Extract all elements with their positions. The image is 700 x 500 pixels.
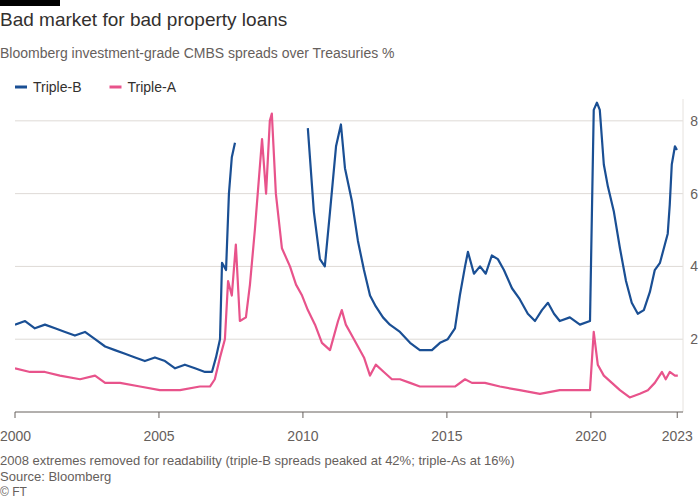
x-tick-label: 2005 [143, 428, 174, 444]
y-tick-label: 4 [690, 258, 698, 274]
subtitle: Bloomberg investment-grade CMBS spreads … [0, 45, 395, 61]
background [0, 0, 700, 500]
legend-swatch [15, 86, 27, 89]
y-tick-label: 8 [690, 113, 698, 129]
y-axis-line [683, 99, 684, 412]
legend-label: Triple-B [33, 79, 82, 95]
y-tick-label: 6 [690, 186, 698, 202]
brand-bar [0, 0, 60, 6]
x-tick [302, 412, 303, 418]
legend-item: Triple-B [15, 79, 82, 95]
x-tick-label: 2015 [431, 428, 462, 444]
x-tick-label: 2020 [575, 428, 606, 444]
source: Source: Bloomberg [0, 469, 111, 484]
x-tick-label: 2000 [0, 428, 31, 444]
x-tick-label: 2010 [287, 428, 318, 444]
y-tick-label: 2 [690, 331, 698, 347]
grid-line [15, 193, 683, 194]
legend-label: Triple-A [128, 79, 177, 95]
x-tick [590, 412, 591, 418]
grid-line [15, 120, 683, 121]
series-line [15, 114, 678, 398]
credit: © FT [0, 485, 28, 499]
note: 2008 extremes removed for readability (t… [0, 453, 514, 468]
x-tick-label: 2023 [662, 428, 693, 444]
x-tick [446, 412, 447, 418]
x-tick [15, 412, 16, 418]
chart: Bad market for bad property loans Bloombe… [0, 0, 700, 500]
legend-item: Triple-A [110, 79, 177, 95]
series-group [15, 103, 678, 398]
grid-line [15, 339, 683, 340]
x-tick [158, 412, 159, 418]
x-axis-line [15, 412, 683, 413]
series-line [15, 103, 677, 372]
x-tick [677, 412, 678, 418]
grid-line [15, 266, 683, 267]
title: Bad market for bad property loans [0, 9, 287, 30]
legend-swatch [110, 86, 122, 89]
